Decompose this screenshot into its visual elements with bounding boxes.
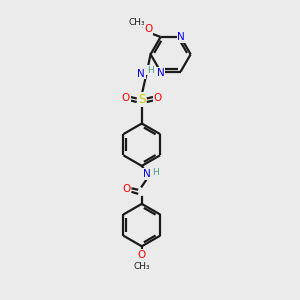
Text: O: O — [138, 250, 146, 260]
Text: CH₃: CH₃ — [134, 262, 150, 271]
Text: S: S — [138, 93, 146, 106]
Text: H: H — [152, 168, 159, 177]
Text: CH₃: CH₃ — [129, 18, 146, 27]
Text: H: H — [147, 66, 154, 75]
Text: O: O — [154, 93, 162, 103]
Text: O: O — [144, 24, 152, 34]
Text: O: O — [122, 184, 130, 194]
Text: N: N — [137, 69, 145, 79]
Text: N: N — [143, 169, 151, 179]
Text: O: O — [122, 93, 130, 103]
Text: N: N — [157, 68, 164, 78]
Text: N: N — [177, 32, 185, 42]
